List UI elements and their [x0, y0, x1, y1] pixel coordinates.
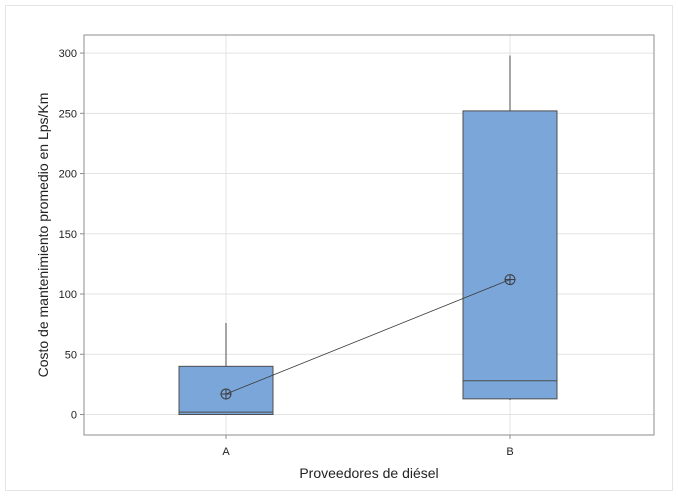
gridlines	[84, 35, 654, 435]
y-tick-label: 300	[59, 48, 77, 60]
y-tick-label: 50	[65, 349, 77, 361]
mean-marker-A	[220, 388, 232, 400]
mean-marker-B	[504, 274, 516, 286]
y-axis-title: Costo de mantenimiento promedio en Lps/K…	[35, 93, 51, 378]
mean-markers	[220, 274, 516, 400]
box-B	[462, 55, 558, 401]
y-tick-label: 150	[59, 229, 77, 241]
axis-ticks: 0 50 100 150 200 250 300 A B	[59, 48, 514, 458]
y-tick-label: 200	[59, 169, 77, 181]
mean-connect-line	[225, 279, 511, 395]
boxes	[178, 55, 558, 416]
plot-area	[83, 34, 655, 436]
y-tick-label: 250	[59, 108, 77, 120]
y-tick-label: 100	[59, 289, 77, 301]
iqr-box	[462, 110, 558, 400]
box-A	[178, 322, 274, 416]
x-tick-label: B	[506, 446, 513, 458]
chart-frame	[5, 5, 673, 491]
x-tick-label: A	[222, 446, 230, 458]
x-axis-title: Proveedores de diésel	[299, 465, 438, 481]
y-tick-label: 0	[71, 410, 77, 422]
